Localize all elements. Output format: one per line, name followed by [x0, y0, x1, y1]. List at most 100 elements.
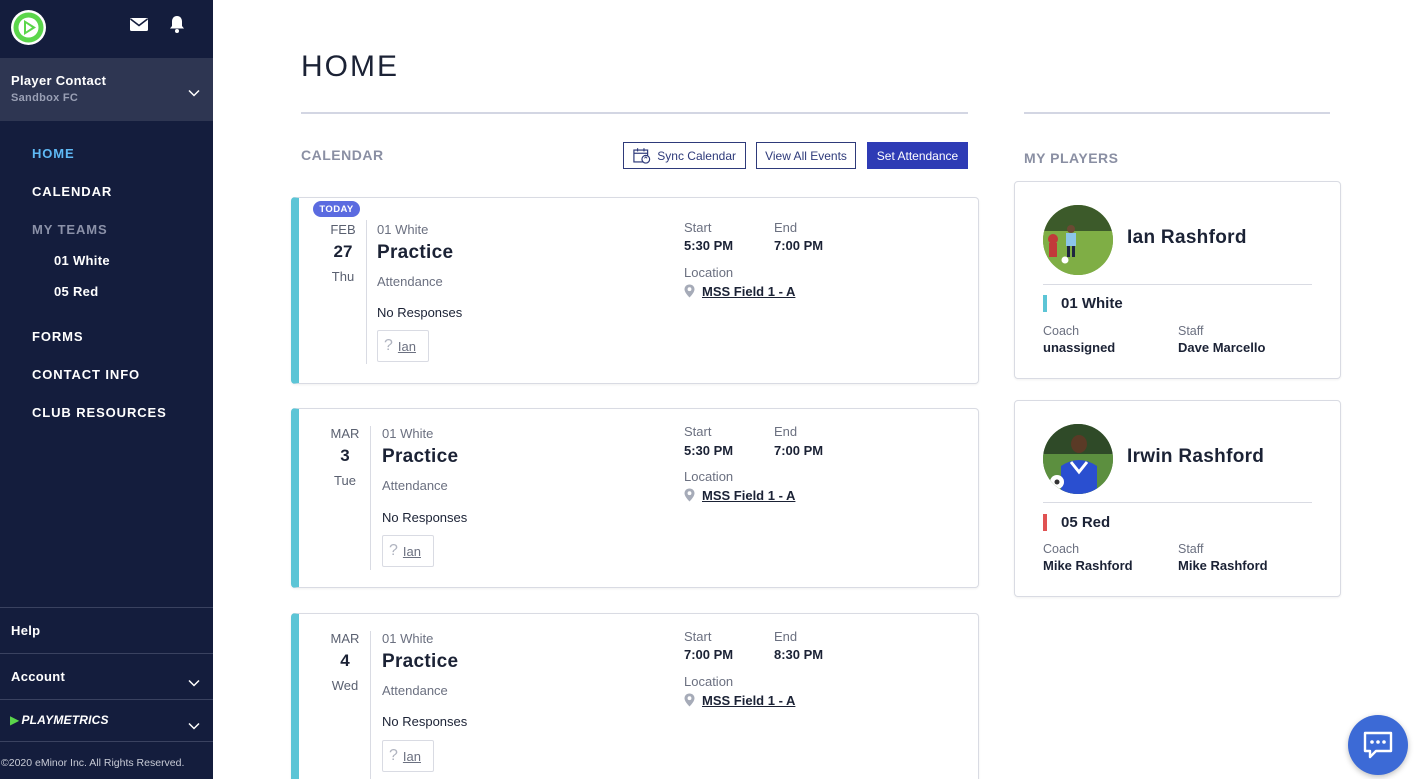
- map-pin-icon: [684, 693, 695, 712]
- question-mark-icon: ?: [384, 337, 393, 354]
- event-month: MAR: [330, 426, 360, 441]
- player-team: 05 Red: [1061, 514, 1111, 531]
- nav-forms[interactable]: FORMS: [32, 329, 84, 344]
- divider: [370, 426, 371, 570]
- player-name[interactable]: Ian Rashford: [1127, 227, 1247, 248]
- event-weekday: Wed: [331, 678, 359, 693]
- mail-icon[interactable]: [129, 14, 149, 34]
- location-label: Location: [684, 674, 734, 689]
- map-pin-icon: [684, 488, 695, 507]
- app-logo-icon[interactable]: [11, 10, 46, 45]
- nav-team-01-white[interactable]: 01 White: [54, 253, 110, 268]
- set-attendance-button[interactable]: Set Attendance: [867, 142, 968, 169]
- coach-name: unassigned: [1043, 340, 1116, 355]
- event-type[interactable]: Practice: [382, 446, 459, 467]
- coach-name: Mike Rashford: [1043, 558, 1133, 573]
- nav-team-05-red[interactable]: 05 Red: [54, 284, 99, 299]
- team-color-bar: [1043, 514, 1047, 531]
- bell-icon[interactable]: [167, 14, 187, 34]
- player-name-link[interactable]: Ian: [397, 338, 416, 354]
- location-label: Location: [684, 469, 734, 484]
- sidebar-divider: [0, 699, 213, 700]
- event-day: 3: [340, 446, 350, 465]
- event-type[interactable]: Practice: [382, 651, 459, 672]
- attendance-label: Attendance: [382, 683, 448, 698]
- end-time: 7:00 PM: [774, 238, 824, 253]
- chevron-down-icon: [188, 84, 200, 102]
- event-card[interactable]: [291, 613, 979, 779]
- event-type[interactable]: Practice: [377, 242, 454, 263]
- attendance-label: Attendance: [382, 478, 448, 493]
- chat-button[interactable]: [1348, 715, 1408, 775]
- end-label: End: [774, 220, 798, 235]
- calendar-section-title: CALENDAR: [301, 147, 384, 163]
- event-card[interactable]: [291, 408, 979, 588]
- sidebar: Player Contact Sandbox FC HOME CALENDAR …: [0, 0, 213, 779]
- event-month: FEB: [330, 222, 356, 237]
- account-menu[interactable]: Account: [11, 669, 66, 684]
- nav-club-resources[interactable]: CLUB RESOURCES: [32, 405, 167, 420]
- chevron-down-icon[interactable]: [188, 674, 200, 692]
- event-team: 01 White: [382, 426, 434, 441]
- start-label: Start: [684, 424, 712, 439]
- nav-contact-info[interactable]: CONTACT INFO: [32, 367, 141, 382]
- question-mark-icon: ?: [389, 747, 398, 764]
- start-label: Start: [684, 629, 712, 644]
- event-weekday: Tue: [334, 473, 356, 488]
- event-day: 4: [340, 651, 350, 670]
- divider: [1043, 502, 1312, 503]
- playmetrics-mark-icon: ▶: [10, 713, 20, 727]
- user-name: Player Contact: [11, 73, 107, 88]
- divider: [301, 112, 968, 114]
- end-time: 8:30 PM: [774, 647, 824, 662]
- help-link[interactable]: Help: [11, 623, 41, 638]
- player-name-link[interactable]: Ian: [402, 543, 421, 559]
- staff-name: Dave Marcello: [1178, 340, 1266, 355]
- divider: [1024, 112, 1330, 114]
- responses-status: No Responses: [377, 305, 463, 320]
- playmetrics-logo[interactable]: ▶ PLAYMETRICS: [10, 713, 109, 727]
- coach-label: Coach: [1043, 324, 1080, 338]
- start-time: 5:30 PM: [684, 238, 734, 253]
- staff-label: Staff: [1178, 324, 1204, 338]
- page-title: HOME: [301, 50, 399, 83]
- event-day: 27: [333, 242, 353, 261]
- user-switcher[interactable]: Player Contact Sandbox FC: [0, 58, 213, 121]
- view-all-events-button[interactable]: View All Events: [756, 142, 856, 169]
- start-label: Start: [684, 220, 712, 235]
- today-badge: TODAY: [313, 201, 360, 217]
- sidebar-divider: [0, 607, 213, 608]
- player-name[interactable]: Irwin Rashford: [1127, 446, 1265, 467]
- player-attendance-chip[interactable]: ? Ian: [377, 330, 429, 362]
- coach-label: Coach: [1043, 542, 1080, 556]
- player-avatar: [1043, 205, 1113, 275]
- playmetrics-wordmark: PLAYMETRICS: [21, 713, 109, 727]
- chevron-down-icon[interactable]: [188, 717, 200, 735]
- location-label: Location: [684, 265, 734, 280]
- player-team: 01 White: [1061, 295, 1123, 312]
- start-time: 7:00 PM: [684, 647, 734, 662]
- sync-calendar-button[interactable]: Sync Calendar: [623, 142, 746, 169]
- divider: [1043, 284, 1312, 285]
- player-attendance-chip[interactable]: ? Ian: [382, 535, 434, 567]
- player-attendance-chip[interactable]: ? Ian: [382, 740, 434, 772]
- location-link[interactable]: MSS Field 1 - A: [702, 488, 796, 503]
- staff-label: Staff: [1178, 542, 1204, 556]
- attendance-label: Attendance: [377, 274, 443, 289]
- sync-calendar-label: Sync Calendar: [657, 148, 736, 163]
- player-name-link[interactable]: Ian: [402, 748, 421, 764]
- team-color-bar: [1043, 295, 1047, 312]
- responses-status: No Responses: [382, 510, 468, 525]
- event-card[interactable]: [291, 197, 979, 384]
- location-link[interactable]: MSS Field 1 - A: [702, 693, 796, 708]
- sidebar-header: [0, 0, 213, 58]
- event-weekday: Thu: [331, 269, 355, 284]
- question-mark-icon: ?: [389, 542, 398, 559]
- nav-calendar[interactable]: CALENDAR: [32, 184, 113, 199]
- calendar-sync-icon: [633, 147, 651, 164]
- location-link[interactable]: MSS Field 1 - A: [702, 284, 796, 299]
- club-name: Sandbox FC: [11, 92, 79, 104]
- nav-home[interactable]: HOME: [32, 146, 75, 161]
- event-month: MAR: [330, 631, 360, 646]
- event-team: 01 White: [382, 631, 434, 646]
